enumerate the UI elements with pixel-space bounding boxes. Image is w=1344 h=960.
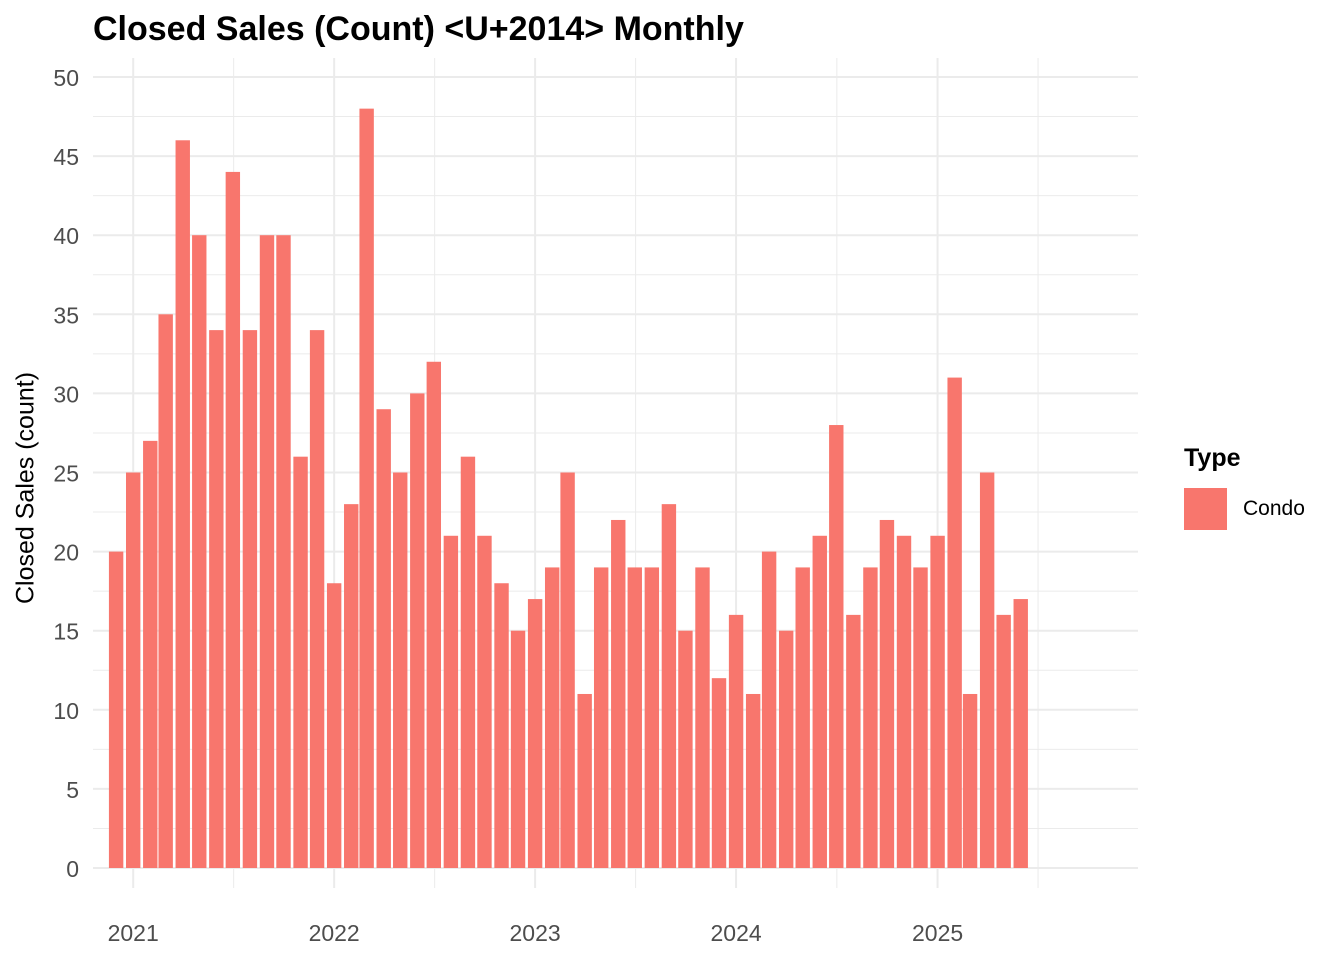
bar (225, 171, 241, 869)
bar (242, 330, 258, 868)
bar (829, 425, 844, 868)
bar (979, 472, 995, 868)
bar (527, 599, 543, 868)
y-tick-label: 50 (53, 65, 79, 91)
bar (913, 567, 928, 868)
bar (494, 583, 509, 868)
bar (477, 535, 492, 868)
chart-title: Closed Sales (Count) <U+2014> Monthly (93, 10, 744, 48)
bar (611, 519, 626, 868)
bar (745, 693, 761, 868)
bar (393, 472, 408, 868)
bar (158, 314, 173, 868)
bar (376, 409, 391, 868)
legend-label-condo: Condo (1243, 497, 1305, 520)
bar (293, 456, 308, 868)
bar (778, 630, 794, 868)
y-tick-label: 45 (53, 144, 79, 170)
bar (510, 630, 526, 868)
bar (276, 235, 291, 868)
y-tick-label: 30 (53, 381, 79, 407)
bar (661, 504, 677, 868)
x-tick-label: 2024 (710, 920, 761, 946)
bar (711, 678, 727, 868)
x-tick-label: 2025 (912, 920, 963, 946)
bar (143, 440, 158, 868)
bar (879, 519, 895, 868)
bar (728, 614, 744, 868)
bar (359, 108, 374, 868)
bar (962, 693, 978, 868)
bar (443, 535, 459, 868)
y-tick-label: 5 (66, 777, 79, 803)
bar (930, 535, 945, 868)
bar (996, 614, 1011, 868)
bar (627, 567, 642, 868)
bar (644, 567, 660, 868)
bar (326, 583, 342, 868)
x-tick-label: 2021 (108, 920, 159, 946)
bar (125, 472, 141, 868)
bar (947, 377, 962, 868)
bar (344, 504, 359, 868)
y-tick-label: 40 (53, 223, 79, 249)
x-tick-label: 2022 (309, 920, 360, 946)
bar (560, 472, 575, 868)
x-tick-label: 2023 (510, 920, 561, 946)
bar (1013, 599, 1028, 868)
y-axis-ticks: 0 5 10 15 20 25 30 35 40 45 50 (53, 65, 79, 882)
bar (209, 330, 224, 868)
y-tick-label: 20 (53, 540, 79, 566)
y-tick-label: 35 (53, 302, 79, 328)
y-tick-label: 25 (53, 461, 79, 487)
x-axis-ticks: 2021 2022 2023 2024 2025 (108, 920, 964, 946)
bar (795, 567, 810, 868)
legend-key-condo (1184, 488, 1227, 530)
bars (108, 108, 1028, 869)
bar (309, 330, 325, 868)
bar (761, 551, 777, 868)
bar (812, 535, 827, 868)
bar (678, 630, 693, 868)
legend-title: Type (1184, 444, 1241, 472)
bar (426, 361, 442, 868)
bar (896, 535, 912, 868)
bar (863, 567, 878, 868)
bar (259, 235, 275, 868)
bar (577, 693, 592, 868)
bar (108, 551, 124, 868)
bar (544, 567, 560, 868)
bar (410, 393, 425, 868)
bar (192, 235, 207, 868)
bar (593, 567, 609, 868)
bar (175, 140, 190, 868)
y-tick-label: 15 (53, 619, 79, 645)
bar (460, 456, 476, 868)
bar (695, 567, 710, 868)
y-tick-label: 10 (53, 698, 79, 724)
y-tick-label: 0 (66, 856, 79, 882)
bar (846, 614, 861, 868)
